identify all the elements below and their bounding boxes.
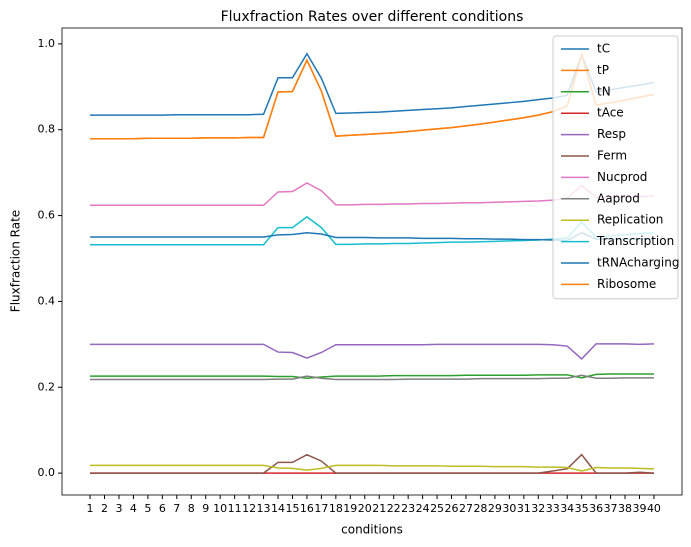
- series-line: [90, 373, 654, 380]
- x-tick-label: 34: [560, 502, 574, 515]
- x-tick-label: 30: [502, 502, 516, 515]
- x-tick-label: 29: [488, 502, 502, 515]
- x-tick-label: 36: [589, 502, 603, 515]
- legend-label: tRNAcharging: [597, 256, 679, 270]
- x-tick-label: 19: [343, 502, 357, 515]
- legend-label: tP: [597, 63, 609, 77]
- x-tick-label: 22: [387, 502, 401, 515]
- x-tick-label: 21: [372, 502, 386, 515]
- x-tick-label: 38: [618, 502, 632, 515]
- y-axis-label: Fluxfraction Rate: [9, 210, 23, 312]
- x-tick-label: 31: [517, 502, 531, 515]
- y-tick-label: 0.8: [38, 123, 56, 136]
- x-tick-label: 7: [173, 502, 180, 515]
- x-tick-label: 37: [604, 502, 618, 515]
- y-tick-label: 1.0: [38, 37, 56, 50]
- legend-label: Transcription: [596, 234, 674, 248]
- legend-box: [552, 35, 679, 300]
- x-tick-label: 3: [115, 502, 122, 515]
- x-tick-label: 12: [242, 502, 256, 515]
- y-tick-label: 0.0: [38, 466, 56, 479]
- x-tick-label: 5: [144, 502, 151, 515]
- x-tick-label: 39: [632, 502, 646, 515]
- y-tick-label: 0.6: [38, 209, 56, 222]
- x-tick-label: 8: [188, 502, 195, 515]
- x-tick-label: 40: [647, 502, 661, 515]
- legend-label: Nucprod: [597, 170, 647, 184]
- legend-label: Ribosome: [597, 277, 656, 291]
- legend-label: Ferm: [597, 149, 627, 163]
- x-tick-label: 16: [300, 502, 314, 515]
- x-tick-label: 9: [202, 502, 209, 515]
- x-tick-label: 33: [546, 502, 560, 515]
- legend-label: tN: [597, 84, 611, 98]
- x-tick-label: 15: [285, 502, 299, 515]
- x-tick-label: 25: [430, 502, 444, 515]
- plot-frame: [61, 27, 683, 496]
- x-tick-label: 18: [329, 502, 343, 515]
- y-tick-label: 0.4: [38, 294, 56, 307]
- x-tick-label: 1: [87, 502, 94, 515]
- x-tick-label: 10: [213, 502, 227, 515]
- x-tick-label: 6: [159, 502, 166, 515]
- series-line: [90, 464, 654, 472]
- x-tick-label: 11: [228, 502, 242, 515]
- chart-title: Fluxfraction Rates over different condit…: [221, 9, 524, 25]
- x-tick-label: 24: [416, 502, 430, 515]
- series-line: [90, 343, 654, 360]
- x-tick-label: 4: [130, 502, 137, 515]
- x-tick-label: 23: [401, 502, 415, 515]
- x-axis-label: conditions: [341, 523, 403, 537]
- y-tick-label: 0.2: [38, 380, 56, 393]
- x-tick-label: 2: [101, 502, 108, 515]
- series-line: [90, 453, 654, 474]
- legend-label: tC: [597, 42, 610, 56]
- x-tick-label: 20: [358, 502, 372, 515]
- legend-label: Resp: [597, 127, 626, 141]
- x-tick-label: 13: [257, 502, 271, 515]
- x-tick-label: 28: [473, 502, 487, 515]
- legend-label: Aaprod: [597, 191, 640, 205]
- x-tick-label: 27: [459, 502, 473, 515]
- x-tick-label: 26: [445, 502, 459, 515]
- x-tick-label: 17: [314, 502, 328, 515]
- x-tick-label: 35: [575, 502, 589, 515]
- x-tick-label: 14: [271, 502, 285, 515]
- legend-label: tAce: [597, 106, 624, 120]
- legend-label: Replication: [597, 213, 663, 227]
- x-tick-label: 32: [531, 502, 545, 515]
- series-line: [90, 374, 654, 381]
